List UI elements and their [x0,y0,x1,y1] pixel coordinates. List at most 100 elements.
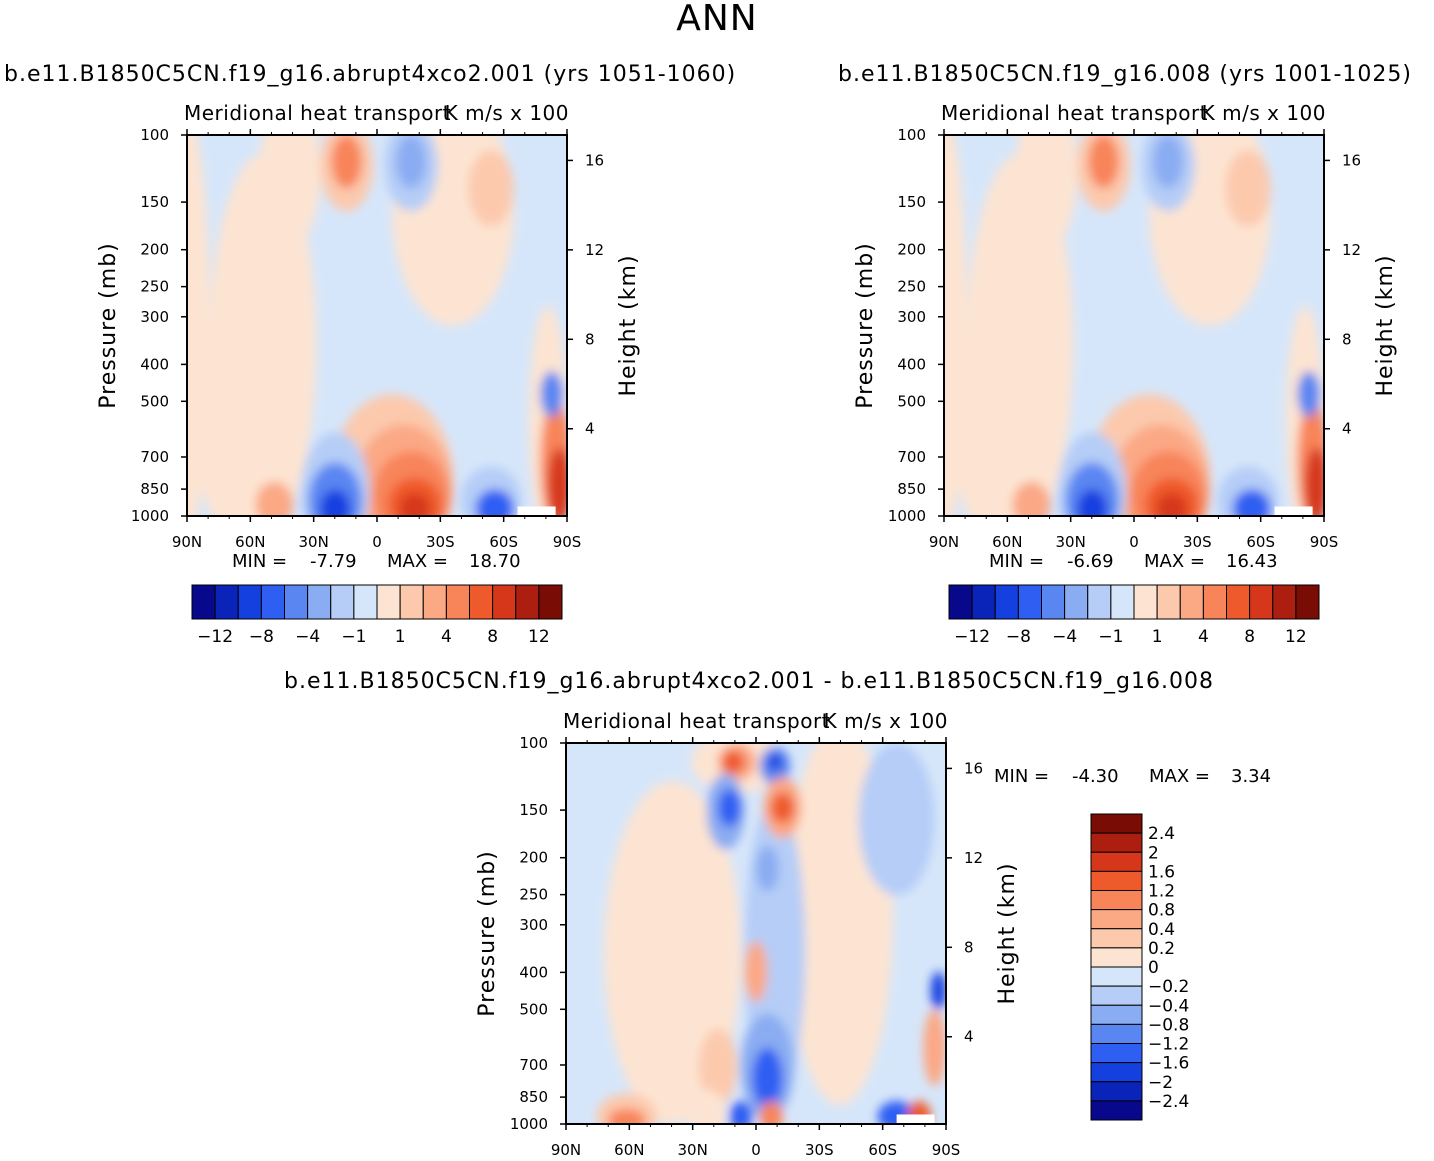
x-tick-label: 30N [299,533,329,551]
contour-fills [187,135,567,516]
y-tick-label: 700 [140,448,169,466]
contour-fills [596,743,946,1124]
min-value: -6.69 [1067,551,1114,572]
contour-region [540,371,564,417]
plot-units: K m/s x 100 [824,709,948,733]
colorbar-box [1090,928,1143,949]
colorbar-label: −0.4 [1148,996,1189,1016]
colorbar-label: −0.2 [1148,977,1189,997]
height-tick-label: 12 [964,849,983,867]
x-tick-label: 60S [868,1141,897,1159]
colorbar-box [422,584,447,620]
colorbar-box [1226,584,1251,620]
max-value: 18.70 [469,551,521,572]
y-tick-label: 400 [897,355,926,373]
colorbar-label: 12 [528,627,550,647]
contour-region [729,1101,753,1124]
contour-region [1225,150,1271,227]
colorbar-label: 4 [1198,627,1209,647]
colorbar-label: −1 [1098,627,1123,647]
x-tick-label: 60N [614,1141,644,1159]
x-tick-label: 30S [426,533,455,551]
y-tick-label: 1000 [888,507,926,525]
x-tick-label: 30N [678,1141,708,1159]
colorbar-box [492,584,517,620]
missing-data-region [517,506,556,516]
plot-title: Meridional heat transport [941,101,1208,125]
y-tick-label: 150 [519,801,548,819]
max-value: 16.43 [1226,551,1278,572]
y-tick-label: 300 [140,308,169,326]
colorbar-box [307,584,332,620]
contour-region [320,489,351,516]
plot-units: K m/s x 100 [445,101,569,125]
y-tick-label: 300 [519,916,548,934]
colorbar-box [191,584,216,620]
x-tick-label: 90S [1310,533,1339,551]
height-tick-label: 8 [585,330,595,348]
colorbar-box [1090,1043,1143,1064]
colorbar-box [1090,1062,1143,1083]
contour-region [548,447,567,516]
contour-region [468,150,514,227]
y-tick-label: 150 [897,193,926,211]
colorbar-box [1090,966,1143,987]
colorbar-box [214,584,239,620]
colorbar-box [1090,1023,1143,1044]
colorbar-box [1064,584,1089,620]
colorbar-box [1110,584,1135,620]
y-tick-label: 1000 [131,507,169,525]
colorbar-label: −2.4 [1148,1092,1189,1112]
colorbar-box [1090,832,1143,853]
contour-region [923,1009,946,1086]
colorbar-box [1087,584,1112,620]
colorbar-label: −2 [1148,1073,1173,1093]
contour-region [1232,489,1271,516]
colorbar-box [1090,947,1143,968]
contour-region [607,1108,646,1124]
contour-region [1153,135,1184,189]
colorbar-label: 1 [395,627,406,647]
contour-region [721,750,745,774]
y-tick-label: 850 [897,480,926,498]
colorbar-box [376,584,401,620]
contour-region [744,941,768,1003]
colorbar-box [1090,870,1143,891]
colorbar-label: 1.6 [1148,862,1175,882]
y-tick-label: 500 [519,1000,548,1018]
y-tick-label: 250 [140,278,169,296]
contour-region [930,971,946,1010]
x-tick-label: 30S [1183,533,1212,551]
contour-region [699,1028,737,1105]
y-tick-label: 700 [897,448,926,466]
missing-data-region [1274,506,1313,516]
contour-fills [944,135,1324,516]
contour-field [187,135,567,516]
contour-region [1305,447,1324,516]
x-tick-label: 60S [489,533,518,551]
contour-region [718,788,741,827]
colorbar-box [284,584,309,620]
colorbar-label: 8 [487,627,498,647]
y-tick-label: 400 [140,355,169,373]
colorbar-box [1090,909,1143,930]
colorbar-box [399,584,424,620]
colorbar-box [1090,890,1143,911]
y-axis-right-label: Height (km) [616,254,641,396]
x-tick-label: 60S [1246,533,1275,551]
colorbar-box [515,584,540,620]
height-tick-label: 8 [1342,330,1352,348]
contour-region [399,493,431,516]
colorbar-box [445,584,470,620]
colorbar-label: 2.4 [1148,824,1175,844]
colorbar-box [994,584,1019,620]
colorbar-box [353,584,378,620]
y-tick-label: 150 [140,193,169,211]
contour-region [951,306,1028,516]
min-label: MIN = [989,551,1044,572]
y-tick-label: 100 [897,126,926,144]
y-axis-right-label: Height (km) [995,862,1020,1004]
colorbar-box [1133,584,1158,620]
contour-region [771,792,794,824]
